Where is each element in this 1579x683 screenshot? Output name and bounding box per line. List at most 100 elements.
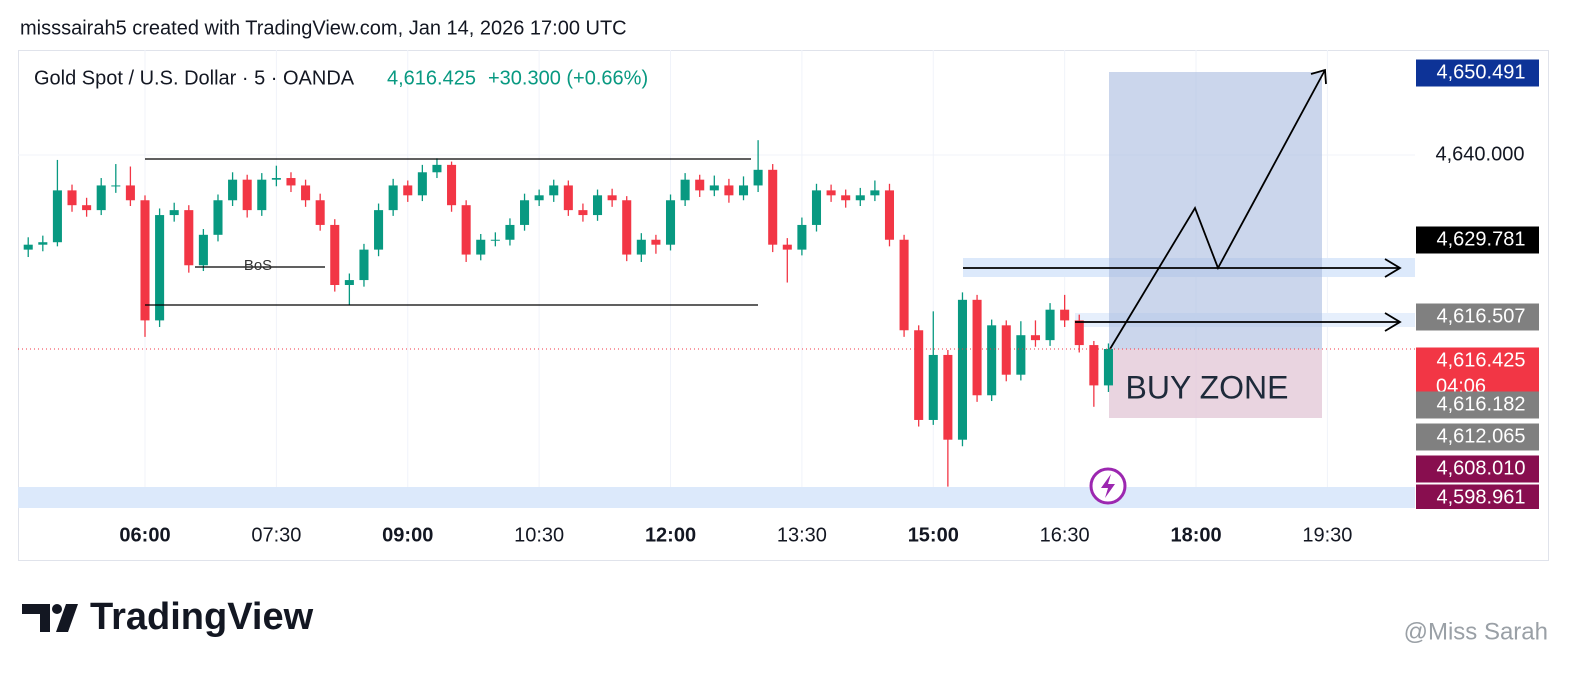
buy-zone-label: BUY ZONE <box>1126 369 1289 405</box>
candle-body <box>301 185 311 201</box>
stop-box <box>1109 349 1322 418</box>
candle-body <box>972 299 982 396</box>
candle-body <box>943 354 953 440</box>
candle-body <box>228 179 238 201</box>
candle-body <box>374 210 384 250</box>
price-tag-label: 4,616.182 <box>1437 393 1526 415</box>
candle-body <box>1074 320 1084 346</box>
candle-body <box>505 224 515 240</box>
candle-body <box>826 190 836 196</box>
candle-body <box>738 185 749 196</box>
logo: TradingView <box>22 596 314 638</box>
candle-body <box>870 190 880 196</box>
price-tag <box>1416 391 1539 419</box>
candle-body <box>811 190 822 225</box>
candle-body <box>680 179 690 201</box>
x-tick-label: 09:00 <box>382 524 433 546</box>
candle-body <box>578 210 588 216</box>
candle-body <box>82 205 92 211</box>
price-tag <box>1416 226 1539 254</box>
candle-body <box>111 185 121 187</box>
candle-body <box>914 330 924 420</box>
candle-body <box>359 249 369 281</box>
price-tag <box>1416 303 1539 331</box>
price-tag-label: 4,598.961 <box>1437 486 1526 508</box>
watermark: @Miss Sarah <box>1404 618 1548 645</box>
candle-body <box>768 169 778 245</box>
logo-text: TradingView <box>90 596 314 638</box>
candle-body <box>520 200 530 225</box>
symbol: Gold Spot / U.S. Dollar · 5 · OANDA <box>34 67 355 89</box>
candle-body <box>38 242 48 245</box>
price-tag <box>1416 455 1539 483</box>
candle-body <box>782 244 792 250</box>
alert-bolt[interactable] <box>1101 474 1115 498</box>
price-tag-label: 4,650.491 <box>1437 61 1526 83</box>
candle-body <box>695 179 705 191</box>
arrow-head <box>1384 312 1402 332</box>
x-tick-label: 13:30 <box>777 524 827 546</box>
candle-body <box>169 210 179 216</box>
arrow-head <box>1310 68 1327 85</box>
candle-body <box>52 190 62 243</box>
candle-body <box>1060 309 1070 321</box>
x-tick-label: 10:30 <box>514 524 564 546</box>
price-tag-label: 4,629.781 <box>1437 228 1526 250</box>
x-tick-label: 18:00 <box>1170 524 1221 546</box>
candle-body <box>286 178 296 186</box>
candle-body <box>884 190 895 240</box>
alert-icon[interactable] <box>1089 467 1127 505</box>
candle-body <box>855 195 865 201</box>
x-tick-label: 15:00 <box>908 524 959 546</box>
candle-body <box>534 195 544 201</box>
candle-body <box>271 178 281 180</box>
candle-body <box>403 185 413 196</box>
price-tag-label: 4,612.065 <box>1437 425 1526 447</box>
candle-body <box>125 185 135 201</box>
drawings <box>145 68 1402 350</box>
target-box <box>1109 72 1322 349</box>
candle-body <box>1030 335 1040 341</box>
candle-body <box>1045 309 1055 341</box>
x-tick-label: 12:00 <box>645 524 696 546</box>
candle-body <box>184 210 194 266</box>
price-tag <box>1416 484 1539 512</box>
candle-body <box>724 185 734 196</box>
x-tick-label: 16:30 <box>1040 524 1090 546</box>
bos-label: BoS <box>244 257 272 274</box>
candle-body <box>67 190 77 206</box>
price-tag <box>1416 423 1539 451</box>
candle-body <box>899 239 909 331</box>
candle-body <box>1089 345 1099 386</box>
x-tick-label: 07:30 <box>251 524 301 546</box>
candle-body <box>461 205 471 255</box>
price-tag <box>1416 59 1539 87</box>
candle-body <box>1103 348 1113 386</box>
candle-body <box>563 185 573 211</box>
candle-body <box>417 172 427 196</box>
candle-body <box>549 185 559 196</box>
candle-body <box>928 354 938 420</box>
candle-body <box>607 195 617 201</box>
candle-body <box>490 239 500 241</box>
candle-body <box>388 185 398 211</box>
price-tag-label: 4,616.425 <box>1437 349 1526 371</box>
candle-body <box>593 195 603 216</box>
candle-body <box>957 299 967 440</box>
logo-mark <box>56 604 78 632</box>
attribution: misssairah5 created with TradingView.com… <box>20 17 627 39</box>
candles <box>23 140 1113 487</box>
candle-body <box>96 185 106 211</box>
candle-body <box>213 200 223 235</box>
arrow-head <box>1384 258 1402 278</box>
price-tag-label: 4,608.010 <box>1437 457 1526 479</box>
support-zone <box>18 487 1415 508</box>
candle-body <box>1016 335 1026 375</box>
candle-body <box>23 244 33 250</box>
candle-body <box>476 239 486 255</box>
candle-body <box>622 200 632 255</box>
candle-body <box>841 195 851 201</box>
candle-body <box>257 179 267 211</box>
